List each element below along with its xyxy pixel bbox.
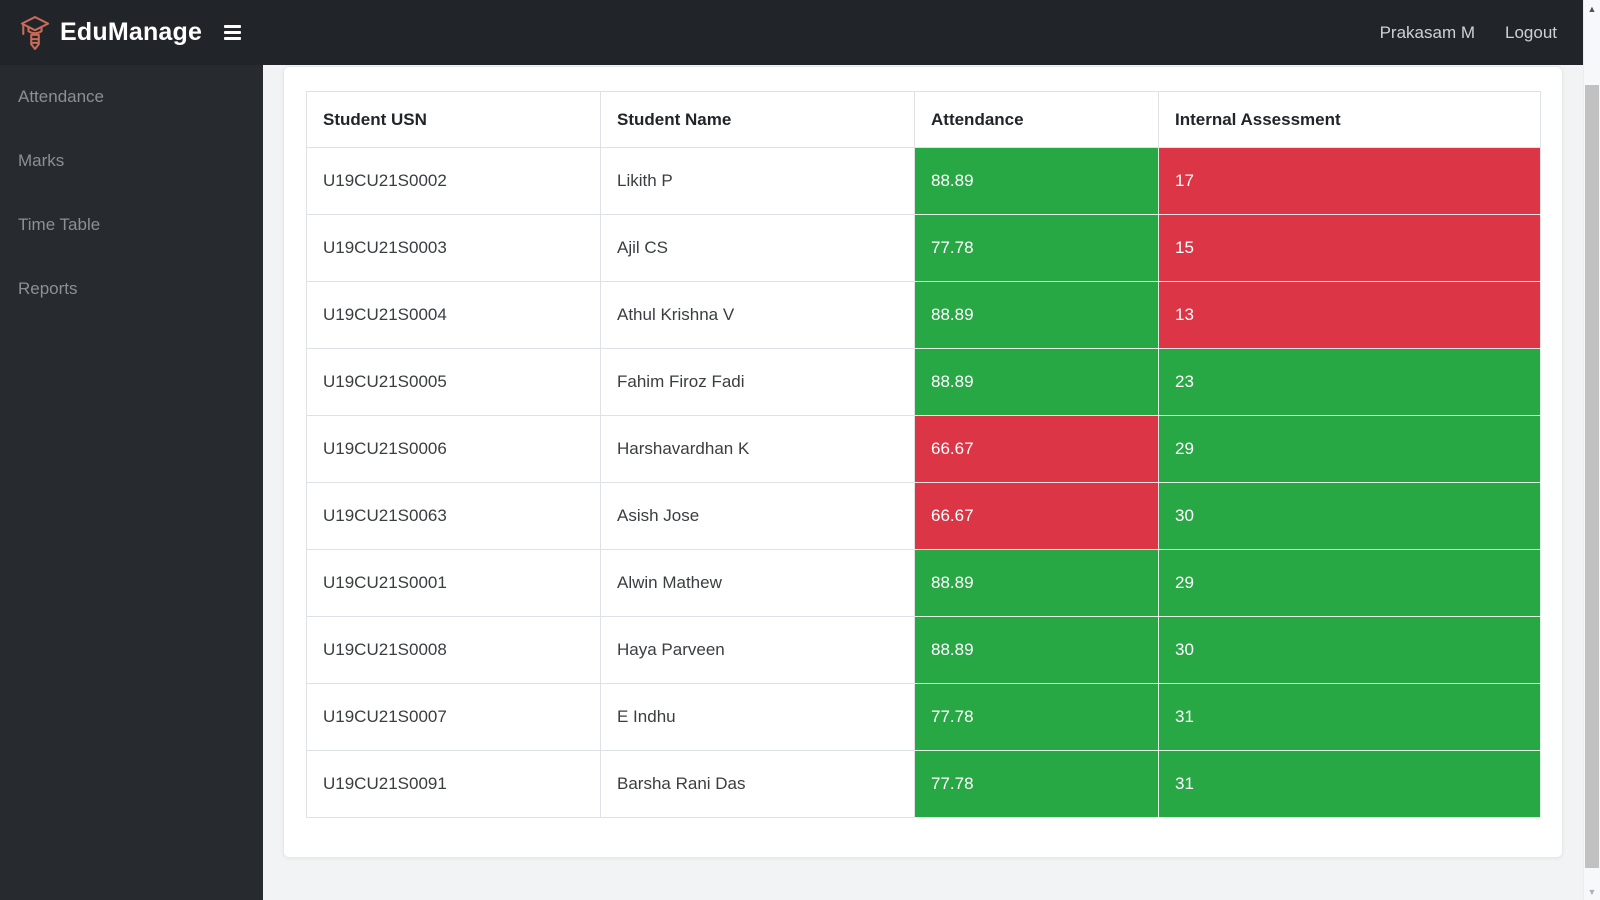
table-row: U19CU21S0004 Athul Krishna V 88.89 13 [306,281,1541,349]
cell-attendance: 66.67 [914,415,1159,483]
sidebar: Attendance Marks Time Table Reports [0,65,263,900]
table-row: U19CU21S0006 Harshavardhan K 66.67 29 [306,415,1541,483]
cell-name: Barsha Rani Das [600,750,915,818]
main-content: Student USN Student Name Attendance Inte… [263,65,1583,900]
table-row: U19CU21S0008 Haya Parveen 88.89 30 [306,616,1541,684]
cell-internal-assessment: 30 [1158,616,1541,684]
student-table-body: U19CU21S0002 Likith P 88.89 17 U19CU21S0… [306,147,1541,818]
cell-name: Alwin Mathew [600,549,915,617]
cell-attendance: 77.78 [914,750,1159,818]
cell-internal-assessment: 29 [1158,415,1541,483]
cell-usn: U19CU21S0002 [306,147,601,215]
cell-usn: U19CU21S0005 [306,348,601,416]
sidebar-item-time-table[interactable]: Time Table [18,215,101,234]
brand-title: EduManage [60,18,203,46]
column-header-attendance: Attendance [914,91,1159,148]
cell-attendance: 88.89 [914,281,1159,349]
user-menu-link[interactable]: Prakasam M [1379,22,1475,42]
cell-internal-assessment: 17 [1158,147,1541,215]
cell-usn: U19CU21S0003 [306,214,601,282]
sidebar-item-attendance[interactable]: Attendance [18,87,105,106]
cell-name: Harshavardhan K [600,415,915,483]
cell-name: Likith P [600,147,915,215]
cell-attendance: 88.89 [914,147,1159,215]
table-row: U19CU21S0063 Asish Jose 66.67 30 [306,482,1541,550]
cell-attendance: 77.78 [914,683,1159,751]
column-header-student-name: Student Name [600,91,915,148]
cell-attendance: 88.89 [914,616,1159,684]
table-row: U19CU21S0003 Ajil CS 77.78 15 [306,214,1541,282]
cell-usn: U19CU21S0007 [306,683,601,751]
graduation-cap-pencil-icon [20,15,50,51]
students-table: Student USN Student Name Attendance Inte… [306,91,1541,818]
table-row: U19CU21S0001 Alwin Mathew 88.89 29 [306,549,1541,617]
cell-internal-assessment: 31 [1158,683,1541,751]
cell-name: Asish Jose [600,482,915,550]
brand[interactable]: EduManage [20,15,202,51]
cell-usn: U19CU21S0063 [306,482,601,550]
sidebar-item-marks[interactable]: Marks [18,151,65,170]
table-header-row: Student USN Student Name Attendance Inte… [306,91,1541,148]
cell-name: E Indhu [600,683,915,751]
cell-internal-assessment: 30 [1158,482,1541,550]
cell-usn: U19CU21S0006 [306,415,601,483]
table-row: U19CU21S0005 Fahim Firoz Fadi 88.89 23 [306,348,1541,416]
cell-internal-assessment: 13 [1158,281,1541,349]
cell-internal-assessment: 29 [1158,549,1541,617]
cell-usn: U19CU21S0091 [306,750,601,818]
scrollbar-thumb[interactable] [1585,85,1599,868]
cell-name: Athul Krishna V [600,281,915,349]
hamburger-menu-icon[interactable] [220,21,245,44]
cell-internal-assessment: 31 [1158,750,1541,818]
scroll-up-arrow-icon[interactable]: ▲ [1587,3,1597,14]
cell-usn: U19CU21S0001 [306,549,601,617]
cell-name: Ajil CS [600,214,915,282]
table-row: U19CU21S0091 Barsha Rani Das 77.78 31 [306,750,1541,818]
cell-attendance: 88.89 [914,549,1159,617]
top-navbar: EduManage Prakasam M Logout [0,0,1583,65]
column-header-internal-assessment: Internal Assessment [1158,91,1541,148]
scroll-down-arrow-icon[interactable]: ▼ [1587,886,1597,897]
cell-usn: U19CU21S0004 [306,281,601,349]
column-header-student-usn: Student USN [306,91,601,148]
cell-internal-assessment: 15 [1158,214,1541,282]
cell-attendance: 88.89 [914,348,1159,416]
cell-internal-assessment: 23 [1158,348,1541,416]
cell-name: Fahim Firoz Fadi [600,348,915,416]
table-row: U19CU21S0002 Likith P 88.89 17 [306,147,1541,215]
cell-attendance: 66.67 [914,482,1159,550]
vertical-scrollbar[interactable]: ▲ ▼ [1583,0,1600,900]
cell-name: Haya Parveen [600,616,915,684]
logout-link[interactable]: Logout [1505,22,1557,42]
report-card: Student USN Student Name Attendance Inte… [283,66,1563,858]
table-row: U19CU21S0007 E Indhu 77.78 31 [306,683,1541,751]
cell-usn: U19CU21S0008 [306,616,601,684]
cell-attendance: 77.78 [914,214,1159,282]
sidebar-item-reports[interactable]: Reports [18,279,78,298]
